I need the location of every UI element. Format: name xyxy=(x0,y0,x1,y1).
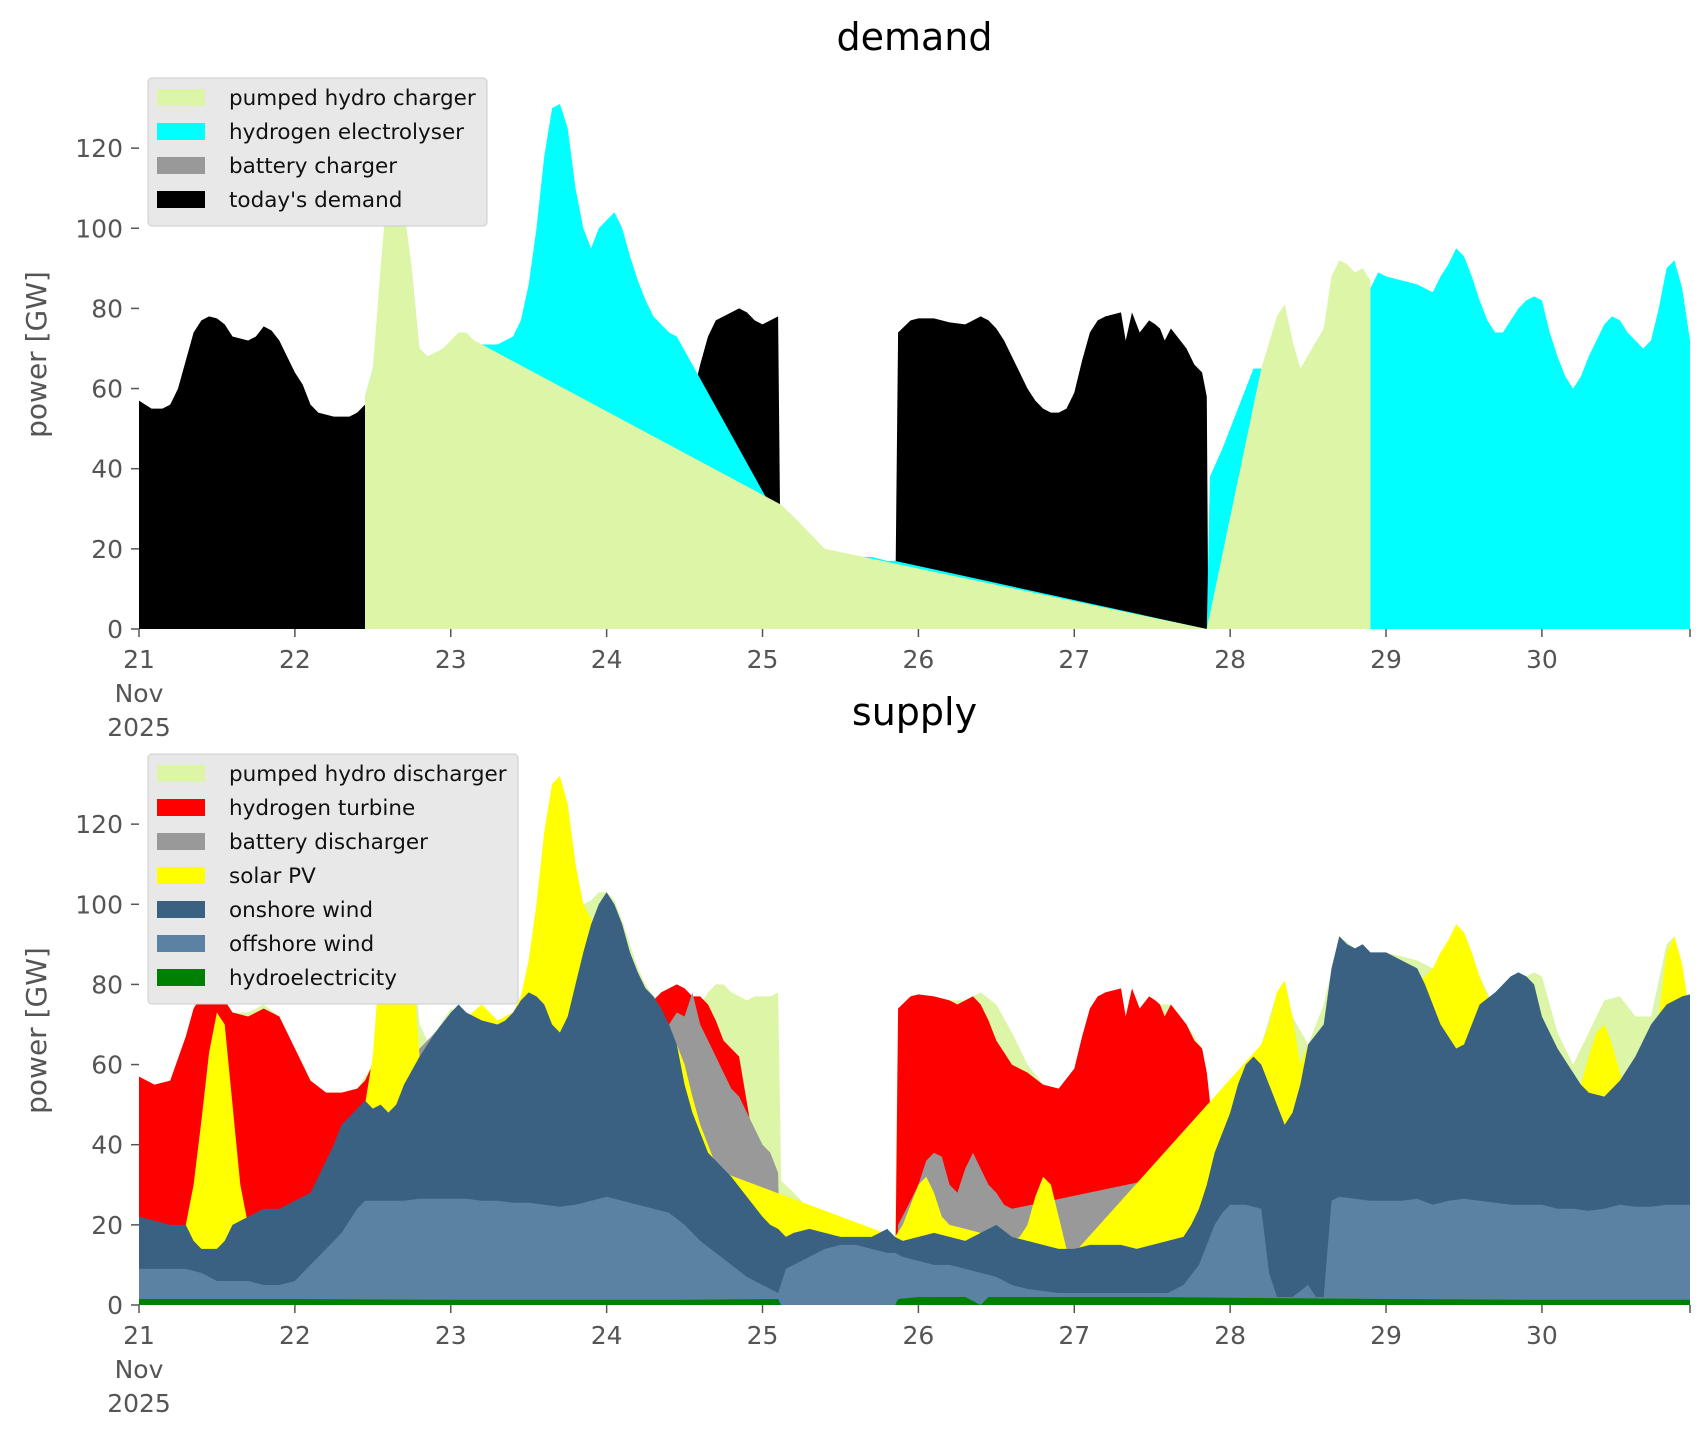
legend-label: pumped hydro discharger xyxy=(229,762,507,787)
legend-swatch xyxy=(157,89,205,106)
y-tick-label: 20 xyxy=(91,1211,123,1240)
y-tick-label: 40 xyxy=(91,455,123,484)
x-tick-label: 22 xyxy=(279,1321,311,1350)
legend-label: battery charger xyxy=(229,154,397,179)
legend-swatch xyxy=(157,799,205,816)
legend-swatch xyxy=(157,157,205,174)
panel-demand: demand power [GW] 0 20 40 60 80 100 120 21 Nov 2025… xyxy=(20,15,1691,742)
y-tick-label: 100 xyxy=(75,890,123,919)
x-tick-label: 27 xyxy=(1058,645,1090,674)
x-tick-label: 27 xyxy=(1058,1321,1090,1350)
x-tick-label: 29 xyxy=(1370,1321,1402,1350)
legend-label: hydrogen electrolyser xyxy=(229,120,464,145)
y-tick-label: 80 xyxy=(91,294,123,323)
legend-swatch xyxy=(157,191,205,208)
legend-swatch xyxy=(157,901,205,918)
area-series-group xyxy=(139,104,1690,629)
y-tick-label: 120 xyxy=(75,810,123,839)
panel-supply: supply power [GW] 0 20 40 60 80 100 120 21 Nov 2025… xyxy=(20,690,1691,1418)
y-tick-label: 80 xyxy=(91,970,123,999)
legend-swatch xyxy=(157,833,205,850)
x-tick-sublabel: Nov xyxy=(115,1355,164,1384)
legend-swatch xyxy=(157,969,205,986)
legend-label: offshore wind xyxy=(229,932,374,957)
series-area-pumped-hydro-charger xyxy=(365,176,1371,629)
x-tick-label: 29 xyxy=(1370,645,1402,674)
x-tick-label: 30 xyxy=(1526,1321,1558,1350)
legend-label: onshore wind xyxy=(229,898,373,923)
legend-label: solar PV xyxy=(229,864,316,889)
y-axis-label: power [GW] xyxy=(20,271,53,438)
series-area-hydroelectricity xyxy=(139,1297,1690,1305)
chart-title: supply xyxy=(852,690,977,734)
x-tick-label: 26 xyxy=(902,645,934,674)
x-tick-label: 21 xyxy=(123,645,155,674)
legend-swatch xyxy=(157,867,205,884)
x-tick-label: 23 xyxy=(435,645,467,674)
y-tick-label: 40 xyxy=(91,1131,123,1160)
legend-label: pumped hydro charger xyxy=(229,86,476,111)
x-tick-label: 23 xyxy=(435,1321,467,1350)
legend-box xyxy=(147,77,488,227)
legend-box xyxy=(147,753,519,1005)
y-tick-label: 0 xyxy=(107,615,123,644)
x-tick-sublabel: 2025 xyxy=(107,1389,171,1418)
y-tick-label: 120 xyxy=(75,134,123,163)
y-tick-label: 60 xyxy=(91,1051,123,1080)
legend-label: today's demand xyxy=(229,188,402,213)
x-tick-label: 25 xyxy=(747,645,779,674)
legend: pumped hydro discharger hydrogen turbine b… xyxy=(147,753,519,1005)
area-series-group xyxy=(139,776,1690,1305)
x-tick-label: 28 xyxy=(1214,1321,1246,1350)
y-tick-label: 0 xyxy=(107,1291,123,1320)
series-area-onshore-wind xyxy=(139,892,1690,1305)
legend-swatch xyxy=(157,123,205,140)
x-tick-label: 25 xyxy=(747,1321,779,1350)
x-tick-label: 26 xyxy=(902,1321,934,1350)
x-tick-label: 30 xyxy=(1526,645,1558,674)
chart-title: demand xyxy=(836,15,992,59)
series-area-offshore-wind xyxy=(139,1196,1690,1305)
x-tick-label: 22 xyxy=(279,645,311,674)
legend-label: battery discharger xyxy=(229,830,428,855)
legend-swatch xyxy=(157,765,205,782)
x-tick-label: 24 xyxy=(591,645,623,674)
legend-label: hydrogen turbine xyxy=(229,796,415,821)
y-axis-label: power [GW] xyxy=(20,947,53,1114)
x-tick-sublabel: Nov xyxy=(115,679,164,708)
x-tick-label: 24 xyxy=(591,1321,623,1350)
x-tick-sublabel: 2025 xyxy=(107,713,171,742)
x-tick-label: 21 xyxy=(123,1321,155,1350)
y-tick-label: 100 xyxy=(75,214,123,243)
x-tick-label: 28 xyxy=(1214,645,1246,674)
legend-swatch xyxy=(157,935,205,952)
legend: pumped hydro charger hydrogen electrolyse… xyxy=(147,77,488,227)
y-tick-label: 60 xyxy=(91,375,123,404)
legend-label: hydroelectricity xyxy=(229,966,397,991)
y-tick-label: 20 xyxy=(91,535,123,564)
